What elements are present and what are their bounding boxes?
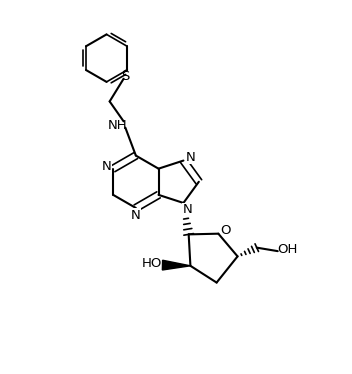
Text: OH: OH (277, 243, 298, 256)
Text: N: N (183, 203, 193, 217)
Text: HO: HO (142, 257, 162, 270)
Text: N: N (102, 160, 112, 173)
Text: NH: NH (108, 119, 127, 132)
Text: N: N (130, 209, 140, 222)
Polygon shape (162, 260, 190, 270)
Text: N: N (186, 151, 195, 163)
Text: S: S (121, 70, 129, 83)
Text: O: O (220, 224, 231, 237)
